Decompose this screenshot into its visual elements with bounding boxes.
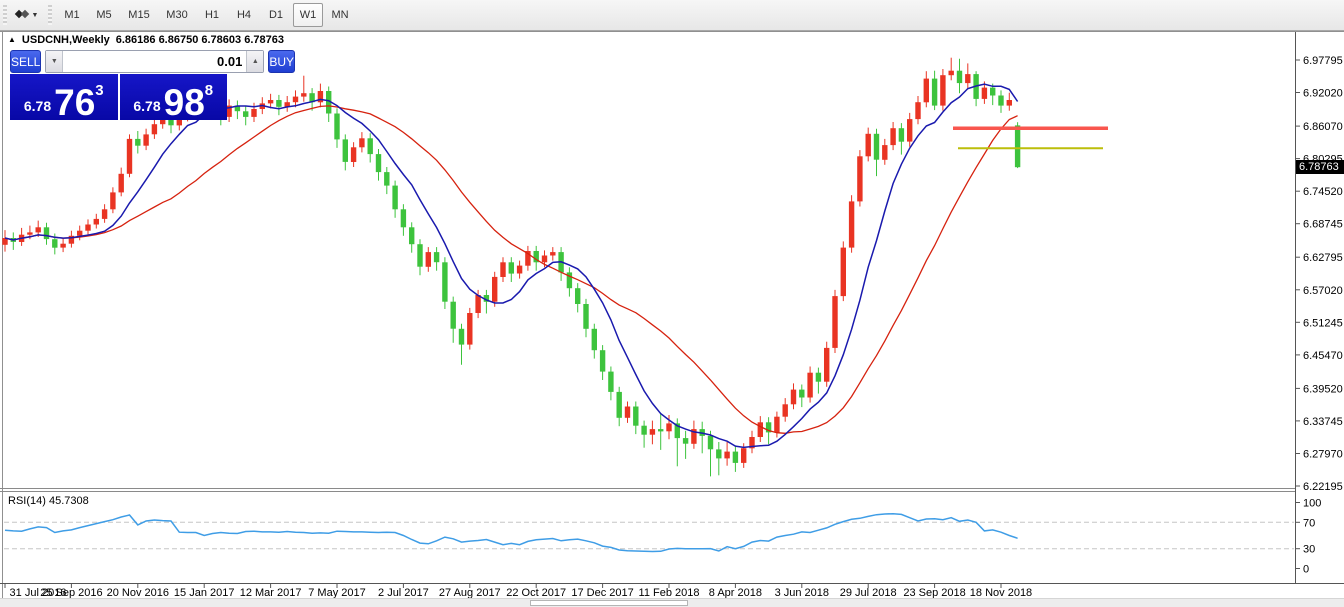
scrollbar-thumb[interactable] [530,600,688,606]
svg-text:25 Sep 2016: 25 Sep 2016 [40,587,102,599]
timeframe-button-m15[interactable]: M15 [121,3,157,27]
timeframe-button-m5[interactable]: M5 [89,3,119,27]
chart-header: ▲ USDCNH,Weekly 6.86186 6.86750 6.78603 … [8,34,284,46]
sell-price-pip: 3 [95,82,104,99]
sell-price-panel[interactable]: 6.78 76 3 [10,74,118,120]
svg-text:6.51245: 6.51245 [1303,317,1343,329]
svg-text:6.74520: 6.74520 [1303,186,1343,198]
svg-text:6.97795: 6.97795 [1303,55,1343,67]
svg-text:2 Jul 2017: 2 Jul 2017 [378,587,429,599]
current-price-badge: 6.78763 [1296,160,1344,174]
svg-text:20 Nov 2016: 20 Nov 2016 [107,587,169,599]
timeframe-button-m30[interactable]: M30 [159,3,195,27]
rsi-indicator-label: RSI(14) 45.7308 [8,495,89,507]
svg-text:3 Jun 2018: 3 Jun 2018 [775,587,829,599]
svg-text:17 Dec 2017: 17 Dec 2017 [571,587,633,599]
sell-price-main: 76 [54,81,96,120]
svg-text:7 May 2017: 7 May 2017 [308,587,365,599]
toolbar-grip [3,5,7,25]
cursor-tool-icon [14,7,30,24]
svg-text:31 Jul 2016: 31 Jul 2016 [10,587,67,599]
svg-text:12 Mar 2017: 12 Mar 2017 [240,587,302,599]
svg-text:6.45470: 6.45470 [1303,350,1343,362]
timeframe-bar: M1 M5 M15 M30 H1 H4 D1 W1 MN [57,3,355,27]
volume-stepper: ▼ ▲ [45,50,265,73]
timeframe-button-w1[interactable]: W1 [293,3,323,27]
sell-price-prefix: 6.78 [23,98,52,114]
svg-text:6.22195: 6.22195 [1303,481,1343,493]
timeframe-button-m1[interactable]: M1 [57,3,87,27]
toolbar: ▼ M1 M5 M15 M30 H1 H4 D1 W1 MN [0,0,1344,31]
timeframe-button-d1[interactable]: D1 [261,3,291,27]
line-tools-button[interactable]: ▼ [9,3,43,27]
buy-button[interactable]: BUY [268,50,296,73]
buy-price-main: 98 [163,81,205,120]
volume-input[interactable] [63,51,247,72]
buy-price-pip: 8 [204,82,214,99]
svg-text:6.27970: 6.27970 [1303,449,1343,461]
trade-panel-prices: 6.78 76 3 6.78 98 8 [10,74,227,120]
timeframe-button-h1[interactable]: H1 [197,3,227,27]
chart-ohlc-values: 6.86186 6.86750 6.78603 6.78763 [115,34,284,46]
svg-text:22 Oct 2017: 22 Oct 2017 [506,587,566,599]
trade-panel: SELL ▼ ▲ BUY 6.78 76 3 6.78 98 8 [10,50,296,120]
timeframe-button-mn[interactable]: MN [325,3,355,27]
svg-text:18 Nov 2018: 18 Nov 2018 [970,587,1032,599]
svg-text:15 Jan 2017: 15 Jan 2017 [174,587,235,599]
svg-text:23 Sep 2018: 23 Sep 2018 [903,587,965,599]
svg-text:6.92020: 6.92020 [1303,88,1343,100]
svg-text:6.68745: 6.68745 [1303,219,1343,231]
svg-text:30: 30 [1303,544,1315,556]
collapse-triangle-icon[interactable]: ▲ [8,35,16,44]
svg-text:27 Aug 2017: 27 Aug 2017 [439,587,501,599]
svg-text:6.39520: 6.39520 [1303,383,1343,395]
chart-symbol-label: USDCNH,Weekly [21,34,110,46]
svg-text:29 Jul 2018: 29 Jul 2018 [840,587,897,599]
svg-text:0: 0 [1303,564,1309,576]
timeframe-button-h4[interactable]: H4 [229,3,259,27]
svg-text:6.33745: 6.33745 [1303,416,1343,428]
svg-text:100: 100 [1303,498,1321,510]
svg-text:70: 70 [1303,517,1315,529]
svg-text:11 Feb 2018: 11 Feb 2018 [639,587,700,599]
svg-text:6.57020: 6.57020 [1303,285,1343,297]
sell-button[interactable]: SELL [10,50,42,73]
volume-increase-button[interactable]: ▲ [246,51,264,72]
volume-decrease-button[interactable]: ▼ [46,51,64,72]
svg-text:6.86070: 6.86070 [1303,121,1343,133]
svg-text:6.62795: 6.62795 [1303,252,1343,264]
buy-price-panel[interactable]: 6.78 98 8 [119,74,227,120]
trade-panel-controls: SELL ▼ ▲ BUY [10,50,296,73]
svg-text:8 Apr 2018: 8 Apr 2018 [709,587,762,599]
buy-price-prefix: 6.78 [133,98,161,114]
toolbar-grip [48,5,52,25]
chevron-down-icon: ▼ [31,11,39,19]
